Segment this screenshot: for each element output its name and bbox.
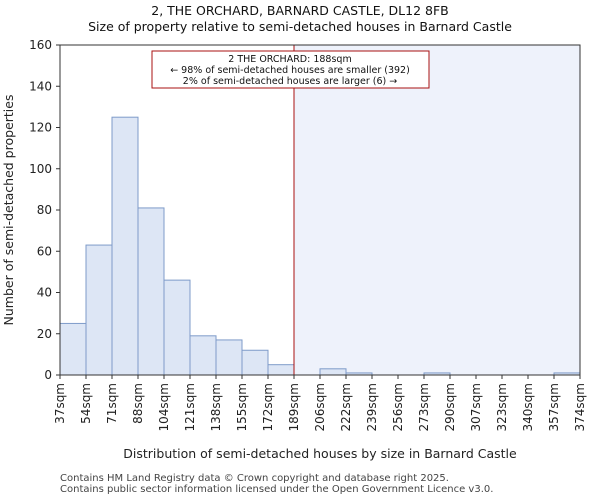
chart-subtitle: Size of property relative to semi-detach… xyxy=(88,19,512,34)
bar-155sqm xyxy=(241,349,269,376)
x-axis-label: Distribution of semi-detached houses by … xyxy=(123,446,517,461)
bar-71sqm xyxy=(111,116,139,376)
x-tick-label: 71sqm xyxy=(105,383,119,424)
bar-104sqm xyxy=(163,279,191,376)
x-tick-label: 307sqm xyxy=(469,383,483,431)
footer-line-2: Contains public sector information licen… xyxy=(60,484,494,495)
bar-172sqm xyxy=(267,364,295,376)
y-tick-label: 60 xyxy=(37,244,52,258)
bar-54sqm xyxy=(85,244,113,376)
bars xyxy=(59,116,581,376)
x-tick-label: 357sqm xyxy=(547,383,561,431)
x-tick-label: 206sqm xyxy=(313,383,327,431)
larger-region xyxy=(294,45,580,375)
x-tick-label: 222sqm xyxy=(339,383,353,431)
x-tick-label: 323sqm xyxy=(495,383,509,431)
y-tick-label: 120 xyxy=(29,121,52,135)
larger-region-fill xyxy=(294,45,580,375)
y-tick-label: 20 xyxy=(37,327,52,341)
bar-138sqm xyxy=(215,339,243,376)
annotation-line-1: 2 THE ORCHARD: 188sqm xyxy=(228,54,351,65)
footer: Contains HM Land Registry data © Crown c… xyxy=(60,473,493,495)
y-tick-label: 160 xyxy=(29,38,52,52)
y-tick-label: 140 xyxy=(29,79,52,93)
bar-37sqm xyxy=(59,322,87,376)
annotation-frame xyxy=(151,50,430,89)
annotation-line-2: ← 98% of semi-detached houses are smalle… xyxy=(170,65,410,76)
x-ticks: 37sqm 54sqm 71sqm 88sqm 104sqm 121sqm 138sqm 15… xyxy=(53,375,587,431)
x-tick-label: 340sqm xyxy=(521,383,535,431)
bar-206sqm xyxy=(319,368,347,376)
x-tick-label: 155sqm xyxy=(235,383,249,431)
annotation-box: 2 THE ORCHARD: 188sqm ← 98% of semi-deta… xyxy=(151,50,430,89)
bar-88sqm xyxy=(137,207,165,376)
y-tick-label: 40 xyxy=(37,286,52,300)
footer-line-1: Contains HM Land Registry data © Crown c… xyxy=(60,473,449,484)
x-tick-label: 88sqm xyxy=(131,383,145,424)
x-tick-label: 54sqm xyxy=(79,383,93,424)
x-tick-label: 37sqm xyxy=(53,383,67,424)
x-tick-label: 138sqm xyxy=(209,383,223,431)
y-ticks: 0 20 40 60 80 100 120 140 160 xyxy=(29,38,60,382)
y-tick-label: 0 xyxy=(44,368,52,382)
y-tick-label: 100 xyxy=(29,162,52,176)
chart-title: 2, THE ORCHARD, BARNARD CASTLE, DL12 8FB xyxy=(151,3,449,18)
bar-121sqm xyxy=(189,335,217,376)
x-tick-label: 374sqm xyxy=(573,383,587,431)
y-tick-label: 80 xyxy=(37,203,52,217)
x-tick-label: 273sqm xyxy=(417,383,431,431)
annotation-line-3: 2% of semi-detached houses are larger (6… xyxy=(183,76,397,87)
x-tick-label: 256sqm xyxy=(391,383,405,431)
y-axis-label: Number of semi-detached properties xyxy=(1,95,16,326)
x-tick-label: 290sqm xyxy=(443,383,457,431)
x-tick-label: 239sqm xyxy=(365,383,379,431)
x-tick-label: 189sqm xyxy=(287,383,301,431)
x-tick-label: 121sqm xyxy=(183,383,197,431)
x-tick-label: 104sqm xyxy=(157,383,171,431)
x-tick-label: 172sqm xyxy=(261,383,275,431)
